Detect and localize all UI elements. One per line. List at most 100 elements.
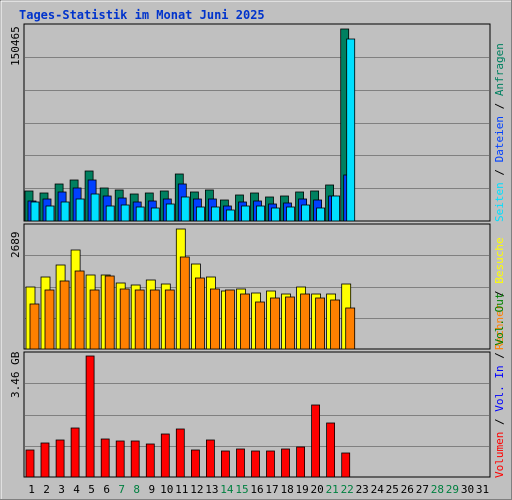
day-label: 20 [310,483,323,496]
bar-volume-day-1 [25,449,35,478]
volume-panel [23,351,491,478]
bar-rechner-day-1 [29,303,40,350]
day-label: 9 [148,483,155,496]
y-max-label-visits: 2689 [9,232,22,259]
bar-rechner-day-5 [89,289,100,350]
y-max-label-volume: 3.46 GB [9,351,22,398]
day-label: 29 [446,483,459,496]
bar-seiten-day-20 [316,207,326,222]
bar-volume-day-22 [341,452,351,478]
bar-volume-day-13 [205,439,215,478]
bar-rechner-day-16 [255,301,265,350]
bar-rechner-day-2 [44,289,55,350]
day-label: 11 [175,483,188,496]
bar-seiten-day-16 [256,205,265,222]
legend-volume: Volumen / Vol. In / Vol. Out [493,293,506,478]
bar-seiten-day-4 [75,198,85,222]
day-label: 4 [73,483,80,496]
bar-volume-day-15 [236,448,245,478]
bar-volume-day-16 [251,450,260,478]
day-label: 24 [371,483,385,496]
day-label: 14 [220,483,234,496]
bar-seiten-day-7 [120,204,130,222]
bar-seiten-day-18 [286,206,295,222]
bar-rechner-day-17 [270,297,280,350]
bar-volume-day-11 [175,428,185,478]
day-label: 22 [341,483,354,496]
bar-volume-day-8 [130,440,140,478]
bar-seiten-day-8 [135,206,145,222]
bar-volume-day-4 [70,427,80,478]
bar-seiten-day-5 [90,193,100,222]
bar-rechner-day-12 [194,277,205,350]
legend-visits-sites: Rechner / Besuche [493,237,506,350]
day-label: 23 [356,483,369,496]
bar-seiten-day-6 [105,205,115,222]
bar-seiten-day-2 [45,205,55,222]
day-label: 17 [265,483,278,496]
bar-rechner-day-8 [134,289,145,350]
day-label: 18 [280,483,293,496]
bar-volume-day-17 [266,450,275,478]
day-labels: 1 2 3 4 5 6 7 8 9 10 11 12 13 14 15 16 17 18 19 20 21 22 23 24 2… [28,483,489,496]
bar-seiten-day-12 [195,206,205,222]
day-label: 10 [160,483,173,496]
day-label: 26 [401,483,414,496]
day-label: 27 [416,483,429,496]
bar-volume-day-21 [326,422,336,478]
day-label: 30 [461,483,474,496]
bar-volume-day-9 [145,443,155,478]
bar-seiten-day-15 [241,205,250,222]
bar-seiten-day-21 [331,195,341,222]
bar-seiten-day-9 [150,207,160,222]
bar-rechner-day-21 [330,299,341,350]
bar-volume-day-6 [100,438,110,478]
y-max-label-requests: 150465 [9,26,22,66]
day-label: 2 [43,483,50,496]
day-label: 13 [205,483,218,496]
bar-rechner-day-3 [59,280,70,350]
bar-rechner-day-19 [300,293,311,350]
day-label: 12 [190,483,203,496]
bar-seiten-day-22 [346,38,356,222]
day-label: 19 [295,483,308,496]
bar-seiten-day-11 [180,196,190,222]
legend-requests-files-pages: Seiten / Dateien / Anfragen [493,43,506,222]
day-label: 5 [88,483,95,496]
bar-rechner-day-10 [164,289,175,350]
bar-volume-day-19 [296,446,306,478]
bar-seiten-day-13 [210,206,220,222]
bar-rechner-day-18 [285,296,295,350]
bar-volume-day-7 [115,440,125,478]
bar-seiten-day-3 [60,201,70,222]
day-label: 7 [118,483,125,496]
bar-volume-day-5 [85,355,95,478]
day-label: 25 [386,483,399,496]
bar-volume-day-10 [160,433,170,478]
bar-seiten-day-17 [271,207,280,222]
day-label: 21 [326,483,339,496]
bar-rechner-day-13 [209,288,220,350]
bar-rechner-day-6 [104,275,115,350]
day-label: 3 [58,483,65,496]
day-label: 15 [235,483,248,496]
requests-files-pages-panel [23,23,491,222]
day-label: 6 [103,483,110,496]
bar-volume-day-14 [220,450,230,478]
day-label: 1 [28,483,35,496]
bar-rechner-day-15 [240,293,250,350]
bar-volume-day-18 [281,448,290,478]
bar-seiten-day-1 [30,201,40,222]
bar-rechner-day-22 [345,307,356,350]
bar-rechner-day-11 [179,256,190,350]
bar-volume-day-20 [311,404,321,478]
chart-title: Tages-Statistik im Monat Juni 2025 [19,8,265,22]
bar-seiten-day-19 [301,204,311,222]
visits-sites-panel [23,223,491,350]
bar-seiten-day-10 [165,203,175,222]
bar-volume-day-3 [55,439,65,478]
bar-volume-day-2 [40,442,50,478]
bar-rechner-day-20 [315,297,326,350]
bar-rechner-day-4 [74,270,85,350]
